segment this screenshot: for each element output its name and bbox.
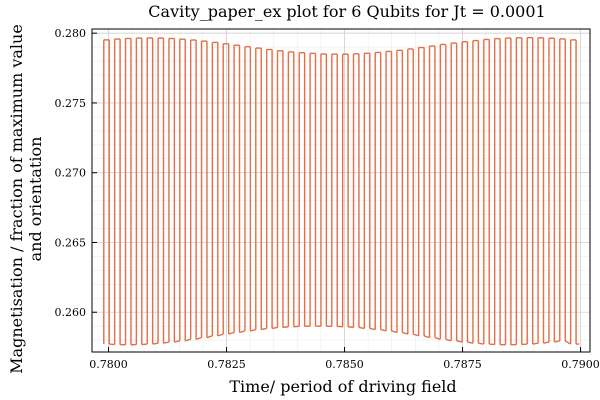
pulse-bottom <box>402 331 408 335</box>
ticks <box>92 32 582 352</box>
plot-frame <box>91 28 591 353</box>
pulse-bottom <box>347 326 354 329</box>
pulse-bottom <box>478 342 484 345</box>
pulse-bottom <box>423 335 430 339</box>
x-tick-label: 0.7900 <box>561 358 600 371</box>
y-tick-label: 0.280 <box>55 27 87 40</box>
pulse-bottom <box>413 333 419 337</box>
pulse-bottom <box>206 335 213 339</box>
pulse-bottom <box>239 330 246 334</box>
minor-grid <box>92 29 590 352</box>
pulse-bottom <box>380 328 387 332</box>
pulse-bottom <box>564 340 572 345</box>
pulse-bottom <box>445 338 452 342</box>
pulse-bottom <box>228 331 235 335</box>
pulse-bottom <box>434 336 441 340</box>
pulse-bottom <box>391 330 398 334</box>
pulse-bottom <box>489 343 495 346</box>
pulse-bottom <box>456 340 463 343</box>
x-tick-label: 0.7875 <box>443 358 482 371</box>
pulse-bottom <box>217 333 224 337</box>
pulse-bottom <box>163 341 170 344</box>
pulse-bottom <box>554 340 560 343</box>
x-tick-label: 0.7850 <box>325 358 364 371</box>
y-tick-label: 0.265 <box>55 236 87 249</box>
pulse-bottom <box>261 327 267 331</box>
x-tick-label: 0.7800 <box>89 358 128 371</box>
pulse-bottom <box>109 343 115 346</box>
pulse-bottom <box>195 336 202 340</box>
y-axis-label-line-1: Magnetisation / fraction of maximum valu… <box>7 24 26 374</box>
pulse-bottom <box>521 343 528 346</box>
major-grid <box>92 29 590 352</box>
pulse-bottom <box>467 341 474 344</box>
y-tick-label: 0.270 <box>55 167 87 180</box>
series-layer <box>103 36 580 346</box>
x-tick-label: 0.7825 <box>207 358 246 371</box>
pulse-bottom <box>250 328 256 332</box>
pulse-bottom <box>174 340 180 343</box>
tick-labels: 0.7800 0.7825 0.7850 0.7875 0.7900 0.260 0.265… <box>55 27 600 371</box>
pulse-bottom <box>152 342 159 345</box>
pulse-bottom <box>369 327 376 331</box>
pulse-bottom <box>271 326 278 330</box>
pulse-bottom <box>282 326 289 329</box>
pulse-bottom <box>185 338 191 342</box>
y-axis-label-line-2: and orientation <box>26 137 45 262</box>
pulse-bottom <box>358 326 365 330</box>
pulse-bottom <box>543 341 550 344</box>
pulse-bottom <box>141 343 148 346</box>
y-tick-label: 0.275 <box>55 97 87 110</box>
x-axis-label: Time/ period of driving field <box>229 377 456 396</box>
y-tick-label: 0.260 <box>55 306 87 319</box>
chart-title: Cavity_paper_ex plot for 6 Qubits for Jt… <box>148 2 545 21</box>
pulse-bottom <box>532 342 539 345</box>
